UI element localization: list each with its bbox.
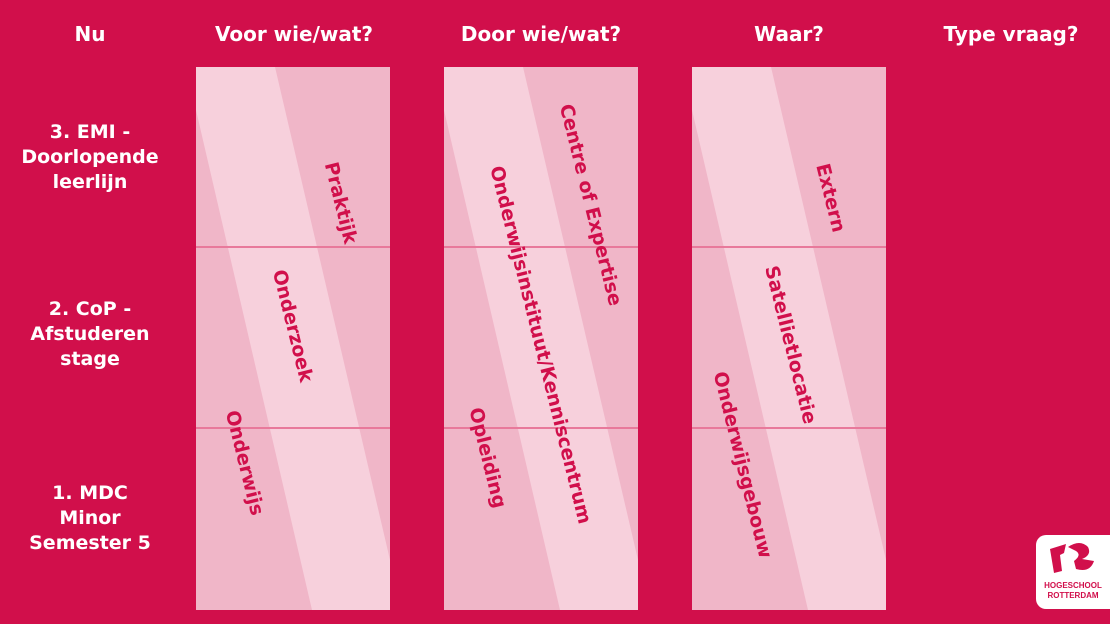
row-line: stage [60,348,120,370]
header-nu: Nu [74,22,106,46]
row-line: Afstuderen [30,323,150,345]
row-line: 3. EMI - [49,121,131,143]
panel-waar: Extern Satellietlocatie Onderwijsgebouw [692,67,886,610]
row-line: Minor [59,507,121,529]
logo-mark-icon [1050,543,1094,573]
row-line: Semester 5 [29,532,151,554]
logo-line: ROTTERDAM [1047,591,1099,600]
panel-band [444,67,638,610]
logo-text: HOGESCHOOL ROTTERDAM [1036,581,1110,601]
row-line: 1. MDC [52,482,128,504]
row-label-cop: 2. CoP - Afstuderen stage [0,297,180,372]
header-door-wie-wat: Door wie/wat? [460,22,622,46]
panel-door-wie-wat: Centre of Expertise Onderwijsinstituut/K… [444,67,638,610]
header-voor-wie-wat: Voor wie/wat? [214,22,374,46]
header-waar: Waar? [754,22,824,46]
header-type-vraag: Type vraag? [943,22,1079,46]
row-line: leerlijn [52,171,128,193]
hogeschool-rotterdam-logo: HOGESCHOOL ROTTERDAM [1036,535,1110,609]
row-label-mdc: 1. MDC Minor Semester 5 [0,481,180,556]
row-label-emi: 3. EMI - Doorlopende leerlijn [0,120,180,195]
panel-band [196,67,390,610]
logo-line: HOGESCHOOL [1044,581,1102,590]
panel-band [692,67,886,610]
row-line: Doorlopende [21,146,159,168]
row-line: 2. CoP - [48,298,132,320]
panel-voor-wie-wat: Praktijk Onderzoek Onderwijs [196,67,390,610]
